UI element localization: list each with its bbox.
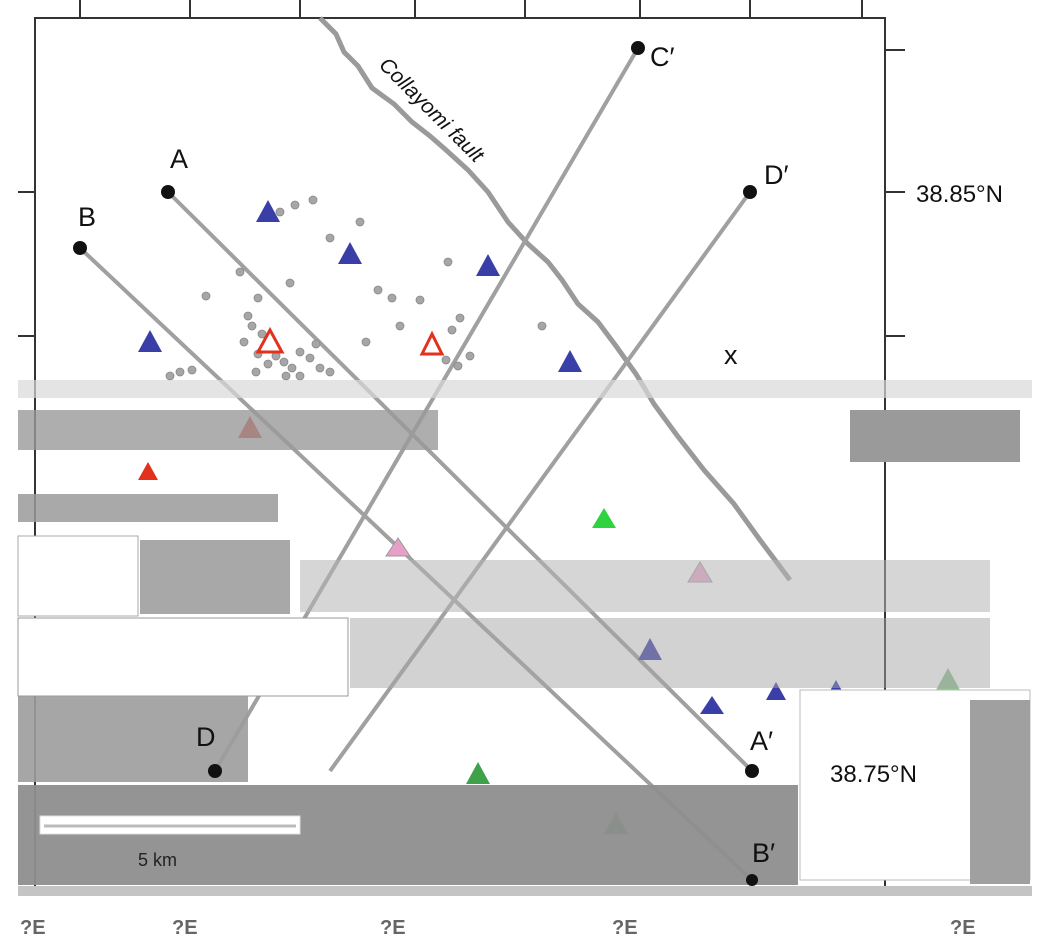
label-d: D (196, 722, 216, 752)
endpoint-d (208, 764, 222, 778)
side-tick-marks (18, 49, 905, 337)
station-pink (385, 537, 411, 557)
label-c-prime: C′ (650, 42, 675, 72)
label-x: x (724, 340, 738, 370)
longitude-label: ?E (172, 917, 198, 939)
station-hollow-red (255, 326, 285, 354)
top-tick-marks (79, 0, 863, 18)
longitude-label: ?E (612, 917, 638, 939)
label-a-prime: A′ (750, 726, 773, 756)
longitude-label: ?E (380, 917, 406, 939)
station-blue (256, 200, 280, 222)
latitude-label-south: 38.75°N (830, 761, 917, 788)
endpoint-d-prime (743, 185, 757, 199)
station-blue (338, 242, 362, 264)
station-blue (766, 682, 786, 700)
image-noise-bands (17, 380, 1032, 946)
station-hollow-red (419, 330, 445, 356)
label-d-prime: D′ (764, 160, 789, 190)
longitude-label: ?E (950, 917, 976, 939)
station-red (138, 462, 158, 480)
label-b: B (78, 202, 96, 232)
endpoint-a (161, 185, 175, 199)
fault-trace (318, 16, 792, 582)
scale-bar (39, 815, 301, 835)
endpoint-a-prime (745, 764, 759, 778)
scale-bar-label: 5 km (138, 850, 177, 870)
label-b-prime: B′ (752, 838, 775, 868)
seismicity-dots (165, 195, 547, 381)
station-blue (476, 254, 500, 276)
longitude-labels: ?E ?E ?E ?E ?E (20, 917, 976, 939)
profile-endpoints (73, 41, 759, 886)
endpoint-b (73, 241, 87, 255)
station-green (466, 762, 490, 784)
station-green (592, 508, 616, 528)
station-blue (138, 330, 162, 352)
longitude-label: ?E (20, 917, 46, 939)
station-blue (558, 350, 582, 372)
station-blue (700, 696, 724, 714)
label-a: A (170, 144, 188, 174)
stations (138, 200, 960, 834)
latitude-label-north: 38.85°N (916, 181, 1003, 208)
endpoint-b-prime (746, 874, 758, 886)
endpoint-c-prime (631, 41, 645, 55)
